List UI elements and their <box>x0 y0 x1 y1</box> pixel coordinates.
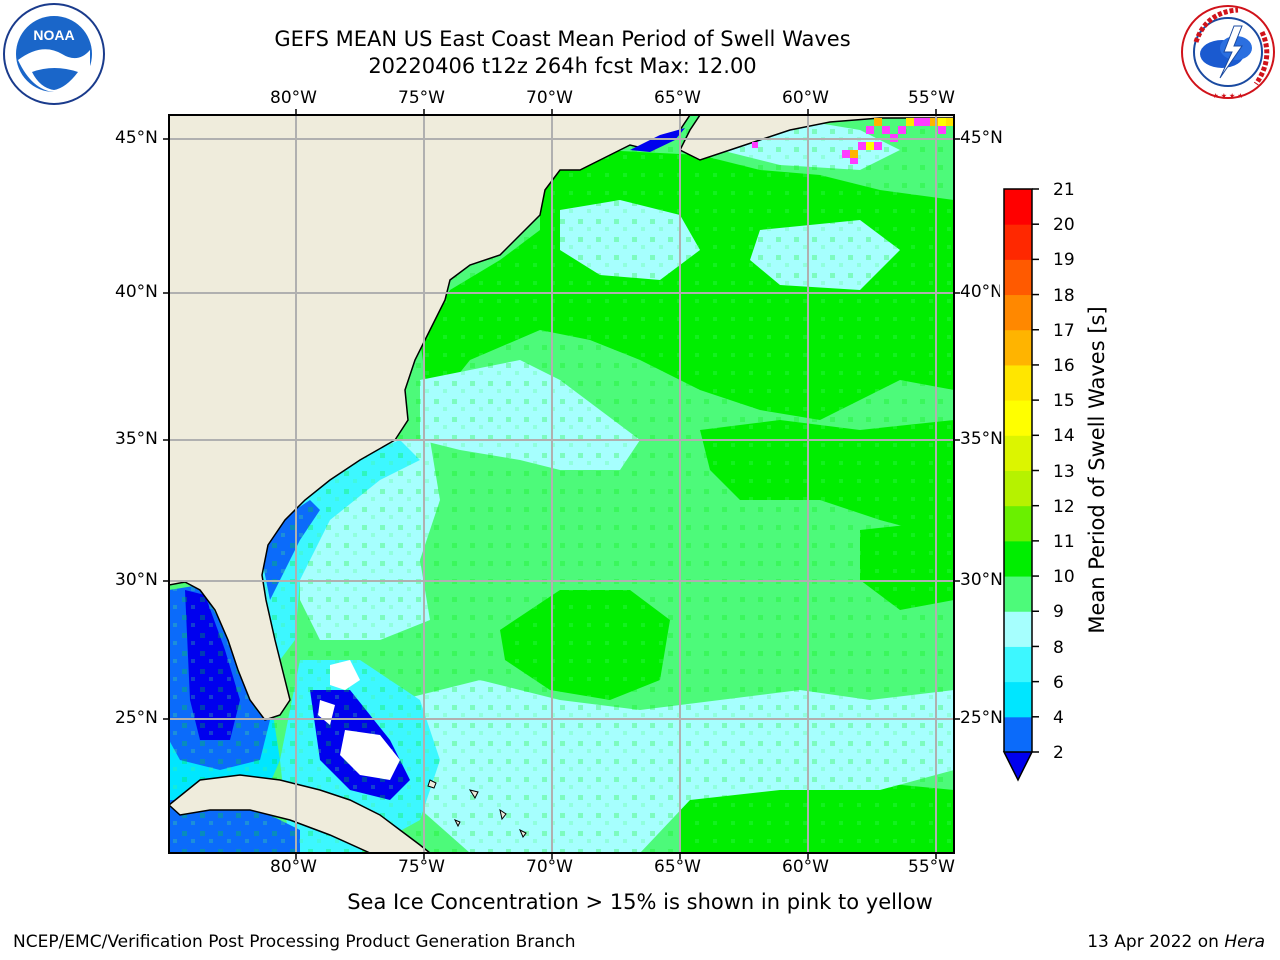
cb-label-18: 18 <box>1053 286 1075 306</box>
lat-label-right-30n: 30°N <box>960 570 1003 590</box>
colorbar-bands <box>1004 189 1032 753</box>
colorbar-band <box>1004 400 1032 436</box>
colorbar-band <box>1004 505 1032 542</box>
cb-label-10: 10 <box>1053 567 1075 587</box>
lon-label-top-70w: 70°W <box>526 88 573 108</box>
cb-label-20: 20 <box>1053 215 1075 235</box>
cb-label-21: 21 <box>1053 180 1075 200</box>
credit-left: NCEP/EMC/Verification Post Processing Pr… <box>13 932 576 952</box>
cb-label-2: 2 <box>1053 743 1064 763</box>
colorbar-band <box>1004 435 1032 471</box>
lon-label-bottom-55w: 55°W <box>908 857 955 877</box>
colorbar-label: Mean Period of Swell Waves [s] <box>1085 306 1109 634</box>
lat-label-right-25n: 25°N <box>960 708 1003 728</box>
credit-right: 13 Apr 2022 on Hera <box>1087 932 1265 952</box>
colorbar-band <box>1004 470 1032 507</box>
lat-label-left-45n: 45°N <box>115 128 158 148</box>
cb-label-19: 19 <box>1053 250 1075 270</box>
lon-label-top-60w: 60°W <box>782 88 829 108</box>
lon-label-bottom-65w: 65°W <box>654 857 701 877</box>
lat-label-left-30n: 30°N <box>115 570 158 590</box>
lat-label-right-35n: 35°N <box>960 429 1003 449</box>
colorbar-band <box>1004 224 1032 260</box>
chart-subtitle: 20220406 t12z 264h fcst Max: 12.00 <box>368 54 757 78</box>
cb-label-12: 12 <box>1053 497 1075 517</box>
map-frame <box>168 114 955 854</box>
lat-label-right-45n: 45°N <box>960 128 1003 148</box>
lon-label-top-55w: 55°W <box>908 88 955 108</box>
lon-label-bottom-75w: 75°W <box>398 857 445 877</box>
cb-label-9: 9 <box>1053 602 1064 622</box>
colorbar-ticks <box>1032 188 1039 753</box>
colorbar-band <box>1004 576 1032 612</box>
lat-label-left-25n: 25°N <box>115 708 158 728</box>
cb-label-4: 4 <box>1053 708 1064 728</box>
lon-label-top-65w: 65°W <box>654 88 701 108</box>
tick-marks <box>163 109 960 859</box>
cb-label-16: 16 <box>1053 356 1075 376</box>
bahamas-shallow-banks <box>318 660 400 780</box>
credit-date: 13 Apr 2022 on <box>1087 932 1219 952</box>
colorbar-band <box>1004 716 1032 753</box>
lat-label-left-40n: 40°N <box>115 282 158 302</box>
chart-title: GEFS MEAN US East Coast Mean Period of S… <box>274 27 851 51</box>
colorbar-band <box>1004 294 1032 331</box>
cb-label-15: 15 <box>1053 391 1075 411</box>
noaa-logo: NOAA <box>3 3 105 105</box>
nws-logo: ★ ★ ★ ★ <box>1181 5 1275 100</box>
cb-label-17: 17 <box>1053 321 1075 341</box>
colorbar-band <box>1004 329 1032 366</box>
colorbar-band <box>1004 646 1032 683</box>
sea-ice-pixels <box>752 118 954 164</box>
sea-ice-caption: Sea Ice Concentration > 15% is shown in … <box>347 890 933 914</box>
lon-label-bottom-70w: 70°W <box>526 857 573 877</box>
cb-label-8: 8 <box>1053 638 1064 658</box>
credit-machine: Hera <box>1224 932 1265 952</box>
colorbar-band <box>1004 540 1032 577</box>
colorbar-under-arrow <box>1002 751 1034 782</box>
cb-label-14: 14 <box>1053 426 1075 446</box>
lat-label-right-40n: 40°N <box>960 282 1000 302</box>
cb-label-13: 13 <box>1053 462 1075 482</box>
colorbar-band <box>1004 611 1032 647</box>
gridlines <box>169 115 954 853</box>
lon-label-bottom-60w: 60°W <box>782 857 829 877</box>
lat-label-left-35n: 35°N <box>115 429 158 449</box>
colorbar-band <box>1004 259 1032 296</box>
land-maritimes <box>678 115 954 161</box>
cb-label-11: 11 <box>1053 532 1075 552</box>
cb-label-6: 6 <box>1053 673 1064 693</box>
noaa-logo-text: NOAA <box>33 27 74 43</box>
map-field <box>169 115 954 853</box>
colorbar-band <box>1004 364 1032 401</box>
svg-text:★ ★ ★ ★: ★ ★ ★ ★ <box>1213 92 1244 100</box>
lon-label-top-80w: 80°W <box>270 88 317 108</box>
land-cuba <box>169 774 432 853</box>
colorbar-band <box>1004 189 1032 225</box>
land-us-east-coast <box>169 115 691 721</box>
colorbar-band <box>1004 681 1032 718</box>
lon-label-bottom-80w: 80°W <box>270 857 317 877</box>
lon-label-top-75w: 75°W <box>398 88 445 108</box>
